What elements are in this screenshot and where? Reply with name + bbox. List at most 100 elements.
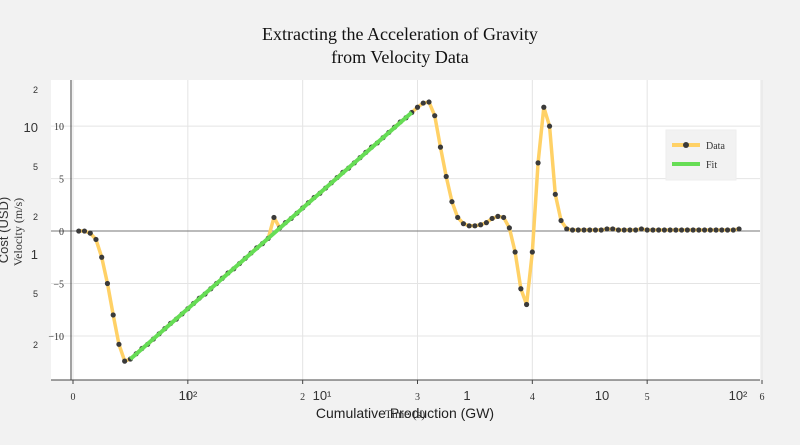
data-point bbox=[650, 227, 656, 233]
data-point bbox=[707, 227, 713, 233]
data-point bbox=[483, 220, 489, 226]
data-point bbox=[443, 173, 449, 180]
x-tick-label: 1 bbox=[185, 392, 190, 403]
x-tick-label: 3 bbox=[415, 392, 420, 403]
x-tick-label: 5 bbox=[645, 392, 650, 403]
data-point bbox=[656, 227, 662, 233]
data-point bbox=[569, 227, 576, 233]
data-point bbox=[116, 341, 122, 347]
data-point bbox=[552, 191, 558, 197]
x-tick-label: 2 bbox=[300, 392, 305, 403]
ghost-y-tick-label: 2 bbox=[33, 85, 38, 95]
ghost-y-tick-label: 2 bbox=[33, 212, 38, 222]
y-tick-label: 0 bbox=[59, 227, 64, 238]
ghost-y-label: Cost (USD) bbox=[0, 197, 11, 263]
data-point bbox=[701, 227, 708, 233]
x-tick-label: 0 bbox=[71, 392, 76, 403]
legend-marker bbox=[683, 142, 689, 148]
data-point bbox=[564, 226, 570, 232]
y-tick-label: 10 bbox=[54, 122, 64, 133]
ghost-x-tick-label: 10² bbox=[729, 388, 748, 403]
data-point bbox=[426, 99, 432, 105]
data-point bbox=[76, 228, 82, 234]
data-point bbox=[122, 358, 128, 364]
y-tick-label: −5 bbox=[53, 279, 64, 290]
data-point bbox=[541, 104, 547, 110]
data-point bbox=[489, 215, 495, 222]
data-point bbox=[621, 227, 627, 233]
data-point bbox=[546, 123, 553, 129]
legend-box bbox=[665, 129, 737, 181]
data-point bbox=[414, 104, 421, 110]
data-point bbox=[615, 227, 622, 233]
data-point bbox=[661, 227, 667, 233]
data-point bbox=[696, 227, 702, 233]
data-point bbox=[633, 227, 639, 233]
data-point bbox=[501, 214, 507, 221]
data-point bbox=[104, 280, 111, 287]
chart-subtitle: from Velocity Data bbox=[331, 47, 469, 67]
ghost-x-tick-label: 10 bbox=[595, 388, 609, 403]
data-point bbox=[99, 254, 105, 260]
data-point bbox=[587, 227, 593, 233]
data-point bbox=[604, 226, 610, 232]
data-point bbox=[93, 236, 99, 243]
data-point bbox=[420, 100, 426, 106]
ghost-y-tick-label: 1 bbox=[31, 247, 38, 262]
y-tick-label: −10 bbox=[48, 332, 64, 343]
data-point bbox=[512, 249, 518, 255]
data-point bbox=[627, 227, 633, 233]
y-tick-label: 5 bbox=[59, 175, 64, 186]
data-point bbox=[523, 301, 530, 308]
data-point bbox=[719, 227, 725, 233]
data-point bbox=[592, 227, 599, 233]
data-point bbox=[455, 214, 461, 221]
y-axis-label: Velocity (m/s) bbox=[11, 198, 25, 266]
x-tick-label: 4 bbox=[530, 392, 535, 403]
ghost-x-tick-label: 10² bbox=[179, 388, 198, 403]
ghost-x-tick-label: 10¹ bbox=[313, 388, 332, 403]
data-point bbox=[506, 225, 512, 231]
data-point bbox=[713, 227, 719, 233]
data-point bbox=[432, 113, 438, 119]
data-point bbox=[472, 223, 478, 229]
data-point bbox=[449, 199, 455, 205]
data-point bbox=[610, 226, 616, 232]
data-point bbox=[466, 223, 472, 229]
data-point bbox=[529, 249, 535, 255]
ghost-y-tick-label: 5 bbox=[33, 162, 38, 172]
data-point bbox=[271, 214, 277, 221]
ghost-y-tick-label: 10 bbox=[24, 120, 38, 135]
chart-title: Extracting the Acceleration of Gravity bbox=[262, 24, 538, 44]
data-point bbox=[644, 227, 650, 233]
data-point bbox=[724, 227, 731, 233]
data-point bbox=[684, 227, 690, 233]
data-point bbox=[673, 227, 679, 233]
data-point bbox=[495, 213, 501, 219]
x-axis-label: Time (s) bbox=[385, 407, 426, 421]
data-point bbox=[598, 227, 604, 233]
data-point bbox=[730, 227, 736, 233]
ghost-x-label: Cumulative Production (GW) bbox=[316, 405, 494, 421]
data-point bbox=[460, 221, 467, 227]
data-point bbox=[478, 222, 484, 228]
data-point bbox=[679, 227, 685, 233]
data-point bbox=[81, 228, 88, 234]
x-tick-label: 6 bbox=[760, 392, 765, 403]
data-point bbox=[667, 227, 673, 233]
data-point bbox=[535, 160, 541, 166]
data-point bbox=[638, 226, 645, 232]
data-point bbox=[558, 217, 564, 224]
data-point bbox=[690, 227, 696, 233]
data-point bbox=[110, 312, 116, 318]
data-point bbox=[87, 230, 93, 236]
legend-label: Data bbox=[706, 141, 725, 152]
data-point bbox=[736, 226, 742, 232]
data-point bbox=[518, 286, 524, 292]
ghost-y-tick-label: 2 bbox=[33, 340, 38, 350]
data-point bbox=[581, 227, 587, 233]
ghost-y-tick-label: 5 bbox=[33, 289, 38, 299]
ghost-x-tick-label: 1 bbox=[463, 388, 470, 403]
data-point bbox=[437, 144, 444, 150]
